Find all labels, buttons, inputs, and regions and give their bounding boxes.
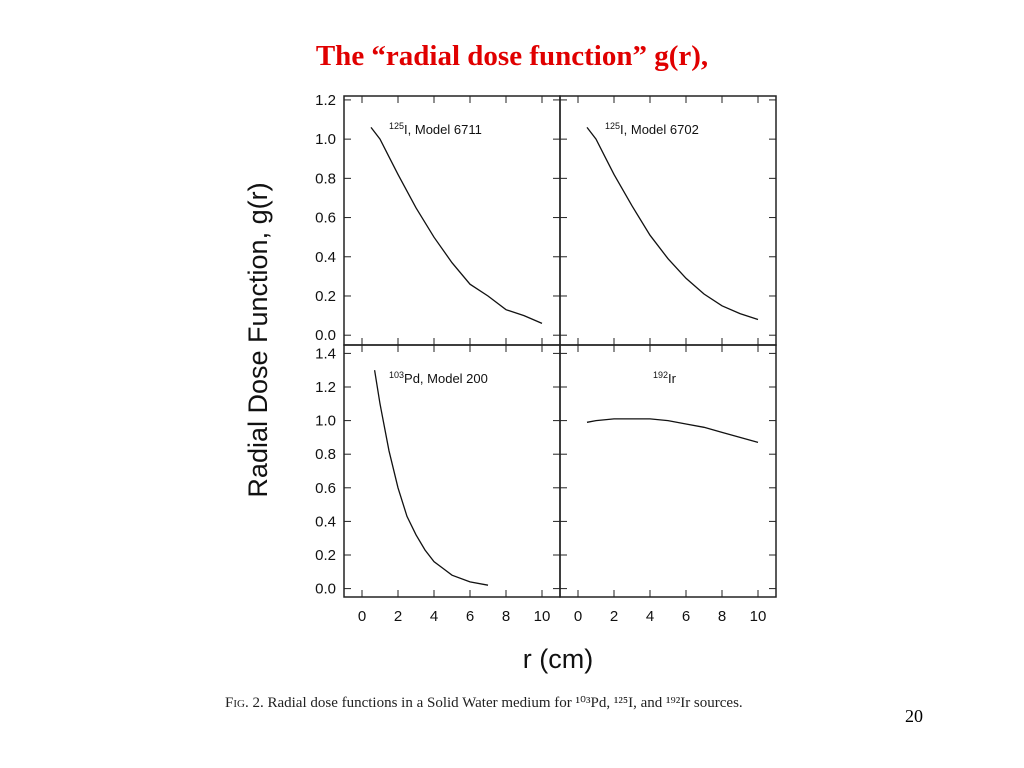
panel-label-main: I, Model 6711 [404, 122, 482, 137]
panel-label-sup: 125 [605, 121, 620, 131]
y-tick-label: 0.0 [315, 581, 336, 598]
y-tick-label: 0.4 [315, 249, 336, 266]
panel-top-left: 0.0 0.2 0.4 0.6 0.8 1.0 1.2 125I, Model 6711 [315, 92, 561, 346]
y-tick-label: 0.2 [315, 288, 336, 305]
y-tick-label: 1.0 [315, 413, 336, 430]
x-tick-label: 10 [534, 608, 551, 625]
x-tick-label: 10 [750, 608, 767, 625]
panel-label-sup: 125 [389, 121, 404, 131]
y-tick-label: 0.0 [315, 327, 336, 344]
panel-bottom-left: 0.0 0.2 0.4 0.6 0.8 1.0 1.2 1.4 0 2 4 6 8 10 103Pd, Mo… [315, 344, 561, 625]
x-tick-label: 0 [358, 608, 366, 625]
y-tick-label: 0.4 [315, 513, 336, 530]
x-tick-label: 4 [430, 608, 438, 625]
x-tick-label: 2 [394, 608, 402, 625]
y-tick-label: 0.2 [315, 547, 336, 564]
y-tick-label: 0.6 [315, 480, 336, 497]
y-tick-label: 0.8 [315, 170, 336, 187]
x-tick-label: 8 [502, 608, 510, 625]
panel-label-sup: 103 [389, 370, 404, 380]
y-tick-label: 1.2 [315, 379, 336, 396]
data-curve-top-right [586, 127, 759, 321]
x-tick-label: 8 [718, 608, 726, 625]
panel-label-main: Ir [668, 371, 677, 386]
data-curve-top-left [370, 127, 543, 324]
panel-label-sup: 192 [653, 370, 668, 380]
panel-label: 103Pd, Model 200 [389, 370, 488, 386]
panel-top-right: 125I, Model 6702 [559, 95, 777, 346]
y-tick-label: 1.0 [315, 131, 336, 148]
slide-title: The “radial dose function” g(r), [315, 40, 709, 72]
panel-label: 125I, Model 6711 [389, 121, 482, 137]
data-curve-bottom-left [373, 370, 489, 586]
panel-label-main: I, Model 6702 [620, 122, 699, 137]
x-tick-label: 4 [646, 608, 654, 625]
page-number: 20 [905, 706, 923, 726]
panel-frame [559, 344, 777, 598]
x-tick-label: 2 [610, 608, 618, 625]
y-axis-label: Radial Dose Function, g(r) [243, 182, 273, 497]
panel-label-main: Pd, Model 200 [404, 371, 488, 386]
caption-text: Radial dose functions in a Solid Water m… [267, 695, 743, 711]
panel-label: 192Ir [653, 370, 677, 386]
y-tick-label: 1.2 [315, 92, 336, 109]
x-tick-label: 0 [574, 608, 582, 625]
panel-label: 125I, Model 6702 [605, 121, 699, 137]
x-tick-label: 6 [682, 608, 690, 625]
y-tick-label: 0.8 [315, 446, 336, 463]
y-tick-label: 1.4 [315, 345, 336, 362]
caption-fig-label: Fig. 2. [225, 695, 264, 711]
data-curve-bottom-right [586, 418, 759, 444]
panel-bottom-right: 0 2 4 6 8 10 192Ir [559, 344, 777, 625]
x-axis-label: r (cm) [523, 644, 593, 674]
y-tick-label: 0.6 [315, 210, 336, 227]
figure-caption: Fig. 2. Radial dose functions in a Solid… [225, 694, 825, 713]
x-tick-label: 6 [466, 608, 474, 625]
